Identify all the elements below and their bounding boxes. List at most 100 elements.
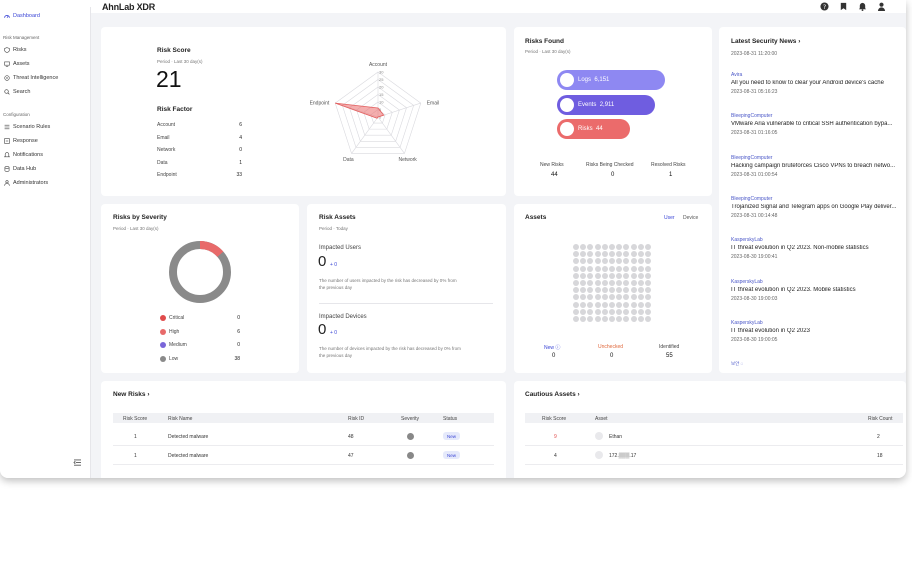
news-title[interactable]: Trojanized Signal and Telegram apps on G…	[731, 203, 897, 210]
col-risk-count[interactable]: Risk Count	[868, 415, 893, 422]
sidebar-item-notifications[interactable]: Notifications	[3, 150, 43, 160]
severity-critical-icon	[160, 315, 166, 321]
radar-tick-label: 10	[379, 100, 384, 105]
bell-icon	[3, 152, 11, 158]
risk-assets-title: Risk Assets	[319, 214, 356, 221]
sidebar-item-risks[interactable]: Risks	[4, 45, 26, 55]
severity-value: 0	[237, 315, 240, 321]
news-item[interactable]: BleepingComputer Hacking campaign brutefo…	[731, 155, 903, 178]
asset-dot	[609, 258, 615, 265]
table-row[interactable]: 1 Detected malware 48 New	[113, 428, 494, 446]
risk-count-cell: 2	[877, 434, 880, 440]
asset-dot	[580, 280, 587, 286]
bell-icon[interactable]	[858, 2, 867, 11]
news-item[interactable]: Avira All you need to know to clear your …	[731, 72, 903, 95]
sidebar-item-data-hub[interactable]: Data Hub	[4, 164, 36, 174]
risks-pill[interactable]: Risks 44	[557, 119, 630, 139]
col-status[interactable]: Status	[443, 415, 458, 422]
risk-factor-value: 6	[239, 122, 242, 128]
col-risk-name[interactable]: Risk Name	[168, 415, 193, 422]
col-asset[interactable]: Asset	[595, 415, 608, 422]
asset-cell[interactable]: 172.▒▒▒.17	[609, 453, 637, 459]
asset-dot	[609, 287, 615, 294]
table-row[interactable]: 4 172.▒▒▒.17 18	[525, 447, 903, 465]
risk-name-cell[interactable]: Detected malware	[168, 453, 209, 459]
news-item[interactable]: BleepingComputer Trojanized Signal and Te…	[731, 196, 903, 219]
news-item[interactable]: KasperskyLab IT threat evolution in Q2 20…	[731, 237, 903, 260]
bookmark-icon[interactable]	[839, 2, 848, 11]
logs-pill[interactable]: Logs 6,151	[557, 70, 665, 90]
asset-dot	[573, 251, 579, 258]
sidebar-label: Data Hub	[13, 166, 37, 172]
news-title[interactable]: All you need to know to clear your Andro…	[731, 80, 884, 86]
sidebar-item-search[interactable]: Search	[4, 87, 30, 97]
sidebar-item-assets[interactable]: Assets	[4, 59, 30, 69]
news-item[interactable]: KasperskyLab IT threat evolution in Q2 20…	[731, 279, 903, 302]
sidebar-item-response[interactable]: Response	[4, 136, 38, 146]
assets-new-label[interactable]: New ⓘ	[544, 345, 561, 351]
news-item[interactable]: KasperskyLab IT threat evolution in Q2 20…	[731, 320, 903, 343]
severity-low-icon	[407, 433, 414, 440]
security-news-more[interactable]: 보안 ◌	[731, 361, 744, 366]
sidebar-item-dashboard[interactable]: Dashboard	[4, 11, 40, 21]
events-value: 2,911	[599, 102, 615, 108]
news-title[interactable]: IT threat evolution in Q2 2023. Mobile s…	[731, 286, 856, 293]
news-date: 2023-08-31 05:16:23	[731, 89, 778, 95]
asset-dot	[587, 272, 594, 279]
impacted-devices-title: Impacted Devices	[319, 314, 367, 320]
news-title[interactable]: IT threat evolution in Q2 2023	[731, 327, 810, 334]
risk-name-cell[interactable]: Detected malware	[168, 434, 209, 440]
asset-dot	[630, 272, 637, 279]
events-label: Events	[578, 102, 597, 108]
asset-dot	[609, 244, 615, 250]
asset-dot	[601, 251, 608, 258]
risk-factor-label: Endpoint	[157, 172, 177, 178]
asset-dot	[609, 294, 615, 301]
asset-dot	[580, 258, 587, 265]
asset-dot	[609, 280, 615, 286]
new-risks-title[interactable]: New Risks ›	[113, 391, 150, 398]
risk-score-cell: 4	[554, 453, 557, 459]
table-row[interactable]: 1 Detected malware 47 New	[113, 447, 494, 465]
news-title[interactable]: VMware Aria vulnerable to critical SSH a…	[731, 121, 893, 128]
assets-tab-user[interactable]: User	[664, 215, 675, 221]
asset-dot	[609, 265, 615, 272]
risk-factor-title: Risk Factor	[157, 106, 193, 113]
database-icon	[4, 166, 10, 172]
asset-dot	[573, 244, 579, 250]
security-news-title[interactable]: Latest Security News ›	[731, 38, 801, 45]
risk-factor-label: Data	[157, 159, 168, 166]
sidebar-item-administrators[interactable]: Administrators	[4, 178, 48, 188]
news-item[interactable]: BleepingComputer VMware Aria vulnerable t…	[731, 113, 903, 136]
asset-dot	[594, 316, 601, 322]
news-source: KasperskyLab	[731, 237, 763, 244]
asset-dot	[573, 280, 579, 286]
risk-score-value: 21	[156, 66, 182, 92]
asset-dot	[645, 258, 651, 265]
col-risk-score[interactable]: Risk Score	[542, 415, 567, 422]
assets-tab-device[interactable]: Device	[683, 215, 699, 221]
asset-dot	[594, 272, 601, 279]
col-risk-score[interactable]: Risk Score	[123, 415, 148, 422]
asset-dot	[573, 316, 579, 322]
sidebar-item-threat-intelligence[interactable]: Threat Intelligence	[4, 73, 58, 83]
asset-dot	[623, 258, 630, 265]
table-row[interactable]: 9 Ethan 2	[525, 428, 903, 446]
user-icon[interactable]	[877, 2, 886, 11]
asset-cell[interactable]: Ethan	[609, 434, 623, 440]
col-risk-id[interactable]: Risk ID	[348, 415, 365, 422]
col-severity[interactable]: Severity	[401, 415, 420, 422]
asset-dot	[601, 280, 608, 286]
asset-dot	[616, 308, 623, 315]
news-title[interactable]: Hacking campaign bruteforces Cisco VPNs …	[731, 162, 896, 169]
asset-dot	[616, 301, 623, 308]
assets-unchecked-value: 0	[610, 353, 614, 359]
help-icon[interactable]: ?	[820, 2, 829, 11]
collapse-sidebar-icon[interactable]	[73, 459, 82, 468]
cautious-assets-title[interactable]: Cautious Assets ›	[525, 391, 580, 398]
news-title[interactable]: IT threat evolution in Q2 2023. Non-mobi…	[731, 245, 869, 252]
sidebar-item-scenario-rules[interactable]: Scenario Rules	[4, 122, 50, 132]
events-pill[interactable]: Events 2,911	[557, 95, 655, 115]
asset-dot	[601, 272, 608, 279]
asset-dot	[594, 308, 601, 315]
